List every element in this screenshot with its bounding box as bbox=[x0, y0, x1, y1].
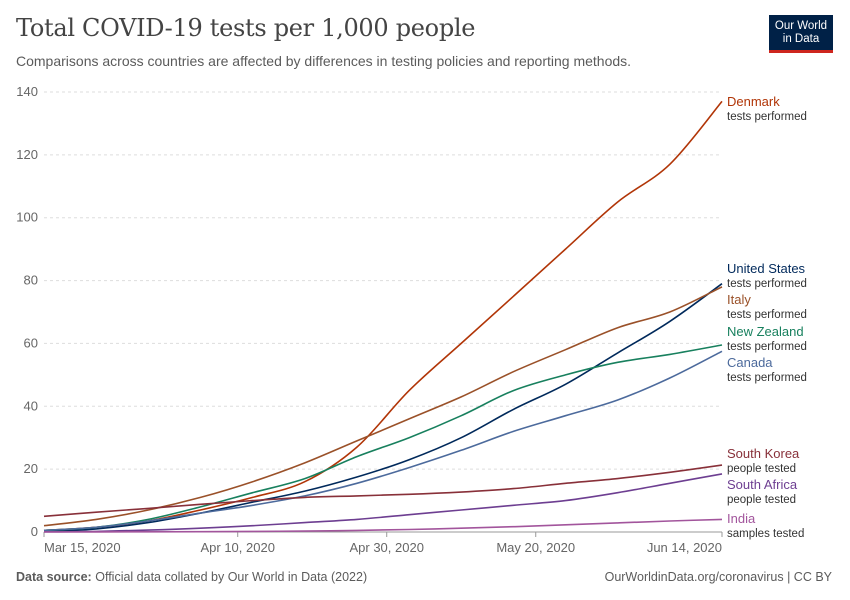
legend-label-denmark: Denmark bbox=[727, 94, 780, 109]
y-tick-label: 20 bbox=[24, 461, 38, 476]
x-tick-label: Mar 15, 2020 bbox=[44, 540, 121, 555]
logo-line-2: in Data bbox=[782, 33, 820, 45]
x-tick-label: Apr 10, 2020 bbox=[200, 540, 274, 555]
chart-title: Total COVID-19 tests per 1,000 people bbox=[16, 14, 476, 42]
legend-note-denmark: tests performed bbox=[727, 111, 807, 123]
legend-note-new-zealand: tests performed bbox=[727, 341, 807, 353]
legend-label-new-zealand: New Zealand bbox=[727, 324, 804, 339]
y-tick-label: 80 bbox=[24, 273, 38, 288]
series-line-south-korea bbox=[43, 464, 723, 518]
legend-label-canada: Canada bbox=[727, 355, 773, 370]
data-source: Data source: Official data collated by O… bbox=[16, 570, 367, 584]
data-source-text: Official data collated by Our World in D… bbox=[95, 570, 368, 584]
legend-note-south-korea: people tested bbox=[727, 463, 796, 475]
x-tick-label: Apr 30, 2020 bbox=[349, 540, 423, 555]
chart-subtitle: Comparisons across countries are affecte… bbox=[16, 53, 632, 69]
legend-note-canada: tests performed bbox=[727, 372, 807, 384]
legend-label-italy: Italy bbox=[727, 292, 751, 307]
data-source-label: Data source: bbox=[16, 570, 92, 584]
owid-logo[interactable]: Our World in Data bbox=[769, 15, 833, 53]
legend-note-italy: tests performed bbox=[727, 309, 807, 321]
y-tick-label: 40 bbox=[24, 398, 38, 413]
logo-line-1: Our World bbox=[774, 20, 828, 32]
y-tick-label: 100 bbox=[16, 210, 38, 225]
legend-note-india: samples tested bbox=[727, 528, 804, 540]
x-tick-label: Jun 14, 2020 bbox=[647, 540, 722, 555]
series-line-india bbox=[43, 518, 723, 533]
footer-link[interactable]: OurWorldinData.org/coronavirus | CC BY bbox=[604, 570, 832, 584]
series-line-canada bbox=[43, 350, 723, 532]
legend-note-united-states: tests performed bbox=[727, 278, 807, 290]
series-line-denmark bbox=[43, 100, 723, 532]
legend-label-south-africa: South Africa bbox=[727, 477, 798, 492]
series-line-italy bbox=[43, 286, 723, 527]
legend-note-south-africa: people tested bbox=[727, 494, 796, 506]
legend-label-united-states: United States bbox=[727, 261, 806, 276]
series-line-new-zealand bbox=[43, 344, 723, 532]
y-tick-label: 120 bbox=[16, 147, 38, 162]
y-tick-label: 140 bbox=[16, 84, 38, 99]
x-tick-label: May 20, 2020 bbox=[496, 540, 575, 555]
legend-label-india: India bbox=[727, 511, 756, 526]
legend-label-south-korea: South Korea bbox=[727, 446, 800, 461]
y-tick-label: 0 bbox=[31, 524, 38, 539]
series-line-united-states bbox=[43, 283, 723, 533]
series-line-south-africa bbox=[43, 473, 723, 533]
y-tick-label: 60 bbox=[24, 335, 38, 350]
